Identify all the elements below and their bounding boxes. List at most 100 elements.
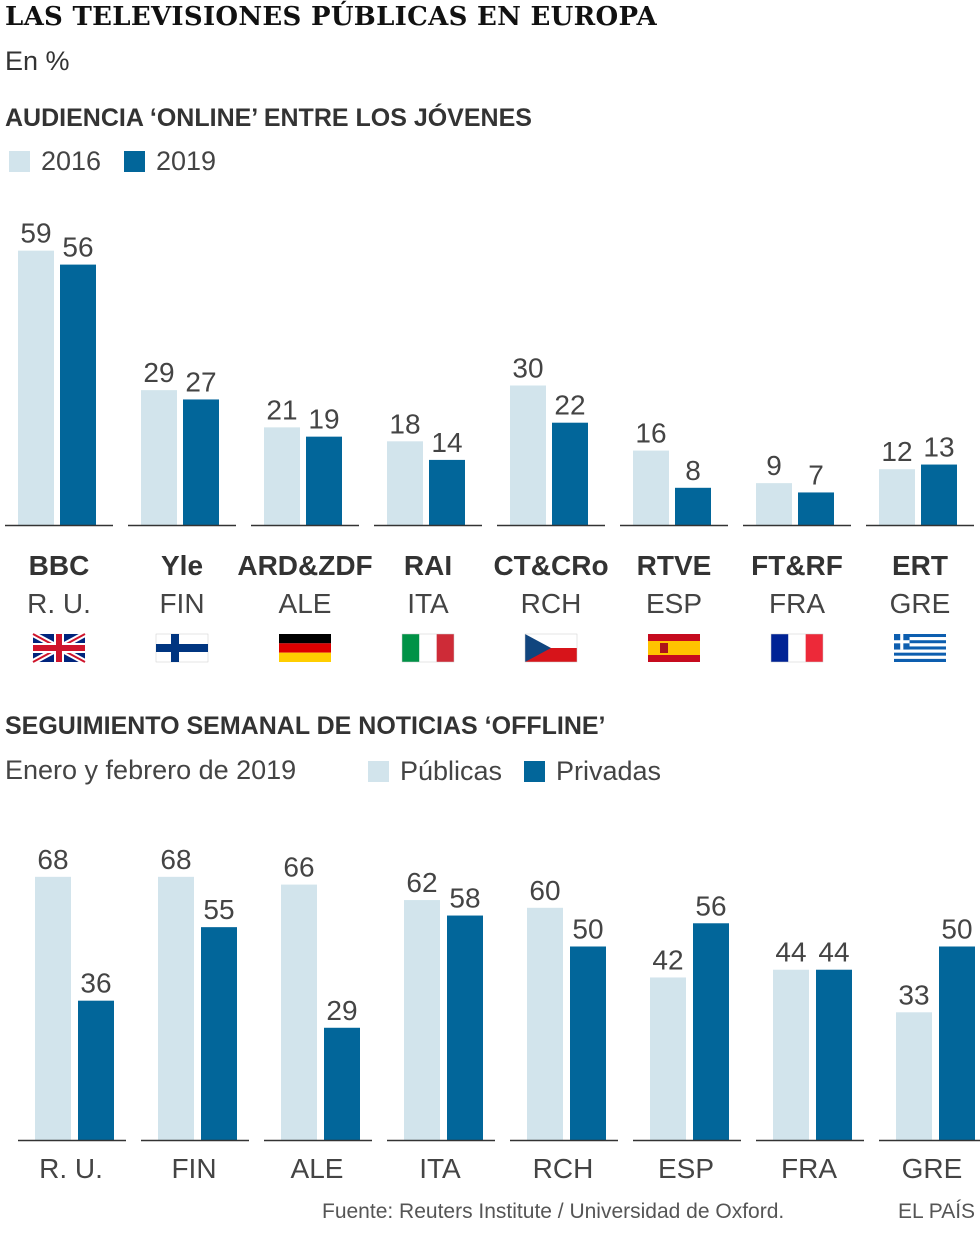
legend-label: 2019 — [156, 146, 217, 176]
country-label: ESP — [658, 1153, 714, 1184]
bar-Privadas — [939, 946, 975, 1140]
data-label-Privadas: 44 — [818, 937, 849, 968]
page-subtitle: En % — [5, 46, 70, 76]
chart2-legend-item-privadas: Privadas — [524, 756, 661, 787]
greece-flag-icon — [894, 634, 946, 662]
legend-label: Públicas — [400, 756, 503, 786]
data-label-2016: 16 — [635, 418, 666, 449]
data-label-Privadas: 56 — [695, 890, 726, 921]
data-label-Públicas: 60 — [529, 875, 560, 906]
bar-Privadas — [447, 915, 483, 1140]
bar-Privadas — [816, 969, 852, 1140]
legend-swatch-light — [9, 151, 30, 172]
data-label-Públicas: 44 — [775, 937, 806, 968]
bar-Públicas — [527, 907, 563, 1140]
bar-group-2: 68 55 FIN — [141, 844, 249, 1184]
chart1-legend-item-2016: 2016 — [9, 146, 101, 177]
bar-group-4: 62 58 ITA — [387, 867, 495, 1184]
bar-Públicas — [896, 1012, 932, 1140]
country-label: RCH — [533, 1153, 594, 1184]
bar-group-6: 42 56 ESP — [633, 890, 741, 1184]
bar-Públicas — [404, 900, 440, 1140]
data-label-Públicas: 68 — [160, 844, 191, 875]
bar-group-1: 68 36 R. U. — [18, 844, 126, 1184]
data-label-2016: 9 — [766, 450, 782, 481]
bar-2016 — [264, 427, 300, 525]
broadcaster-name: ARD&ZDF — [237, 550, 372, 581]
bar-2019 — [552, 422, 588, 525]
bar-2019 — [798, 492, 834, 525]
data-label-Privadas: 58 — [449, 883, 480, 914]
data-label-Privadas: 50 — [941, 914, 972, 945]
broadcaster-name: BBC — [29, 550, 90, 581]
data-label-Privadas: 36 — [80, 968, 111, 999]
legend-swatch-light — [368, 761, 389, 782]
bar-2016 — [18, 250, 54, 525]
chart1-online-audience: 59 56 BBC R. U. 29 27 Yle FIN 21 19 ARD&ZDF ALE 18 14… — [5, 218, 974, 665]
country-label: FIN — [159, 588, 204, 619]
bar-group-8: 33 50 GRE — [879, 914, 980, 1184]
bar-2016 — [141, 390, 177, 525]
data-label-2016: 30 — [512, 353, 543, 384]
bar-group-6: 16 8 RTVE ESP — [620, 418, 728, 662]
data-label-Privadas: 55 — [203, 894, 234, 925]
bar-2016 — [879, 469, 915, 525]
data-label-2016: 59 — [20, 218, 51, 249]
source-note: Fuente: Reuters Institute / Universidad … — [322, 1200, 785, 1223]
bar-2019 — [306, 436, 342, 525]
bar-Públicas — [650, 977, 686, 1140]
bar-Públicas — [281, 884, 317, 1140]
data-label-2019: 22 — [554, 390, 585, 421]
brand-label: EL PAÍS — [898, 1200, 976, 1223]
chart1-title: AUDIENCIA ‘ONLINE’ ENTRE LOS JÓVENES — [5, 104, 532, 132]
country-label: R. U. — [39, 1153, 103, 1184]
bar-group-1: 59 56 BBC R. U. — [5, 218, 113, 665]
bar-group-2: 29 27 Yle FIN — [128, 357, 236, 663]
chart2-title: SEGUIMIENTO SEMANAL DE NOTICIAS ‘OFFLINE… — [5, 712, 606, 740]
data-label-2019: 56 — [62, 232, 93, 263]
bar-2016 — [633, 450, 669, 525]
bar-Públicas — [773, 969, 809, 1140]
spain-flag-icon — [648, 634, 700, 662]
chart2-legend-item-publicas: Públicas — [368, 756, 502, 787]
country-label: ALE — [291, 1153, 344, 1184]
data-label-Públicas: 42 — [652, 944, 683, 975]
bar-Públicas — [158, 876, 194, 1140]
bar-group-5: 30 22 CT&CRo RCH — [493, 353, 609, 663]
bar-2016 — [387, 441, 423, 525]
bar-Privadas — [693, 923, 729, 1140]
legend-label: 2016 — [41, 146, 102, 176]
country-label: ITA — [407, 588, 449, 619]
bar-group-8: 12 13 ERT GRE — [866, 432, 974, 662]
data-label-2019: 19 — [308, 404, 339, 435]
country-label: GRE — [890, 588, 951, 619]
bar-2016 — [756, 483, 792, 525]
data-label-2019: 8 — [685, 455, 701, 486]
bar-Privadas — [570, 946, 606, 1140]
bar-group-4: 18 14 RAI ITA — [374, 408, 482, 663]
country-label: ITA — [419, 1153, 461, 1184]
bar-Públicas — [35, 876, 71, 1140]
bar-2019 — [183, 399, 219, 525]
data-label-Públicas: 68 — [37, 844, 68, 875]
bar-Privadas — [201, 927, 237, 1140]
broadcaster-name: CT&CRo — [493, 550, 608, 581]
country-label: FRA — [769, 588, 825, 619]
data-label-Públicas: 66 — [283, 852, 314, 883]
legend-swatch-dark — [524, 761, 545, 782]
data-label-2016: 29 — [143, 357, 174, 388]
data-label-2019: 13 — [923, 432, 954, 463]
chart1-legend-item-2019: 2019 — [124, 146, 216, 177]
bar-Privadas — [78, 1000, 114, 1140]
bar-Privadas — [324, 1027, 360, 1140]
bar-group-7: 44 44 FRA — [756, 937, 864, 1184]
bar-2019 — [675, 487, 711, 525]
legend-swatch-dark — [124, 151, 145, 172]
country-label: ESP — [646, 588, 702, 619]
data-label-2019: 14 — [431, 427, 462, 458]
italy-flag-icon — [401, 633, 455, 663]
chart2-subtitle: Enero y febrero de 2019 — [5, 755, 297, 785]
france-flag-icon — [770, 633, 824, 663]
data-label-2019: 7 — [808, 459, 824, 490]
legend-label: Privadas — [556, 756, 662, 786]
